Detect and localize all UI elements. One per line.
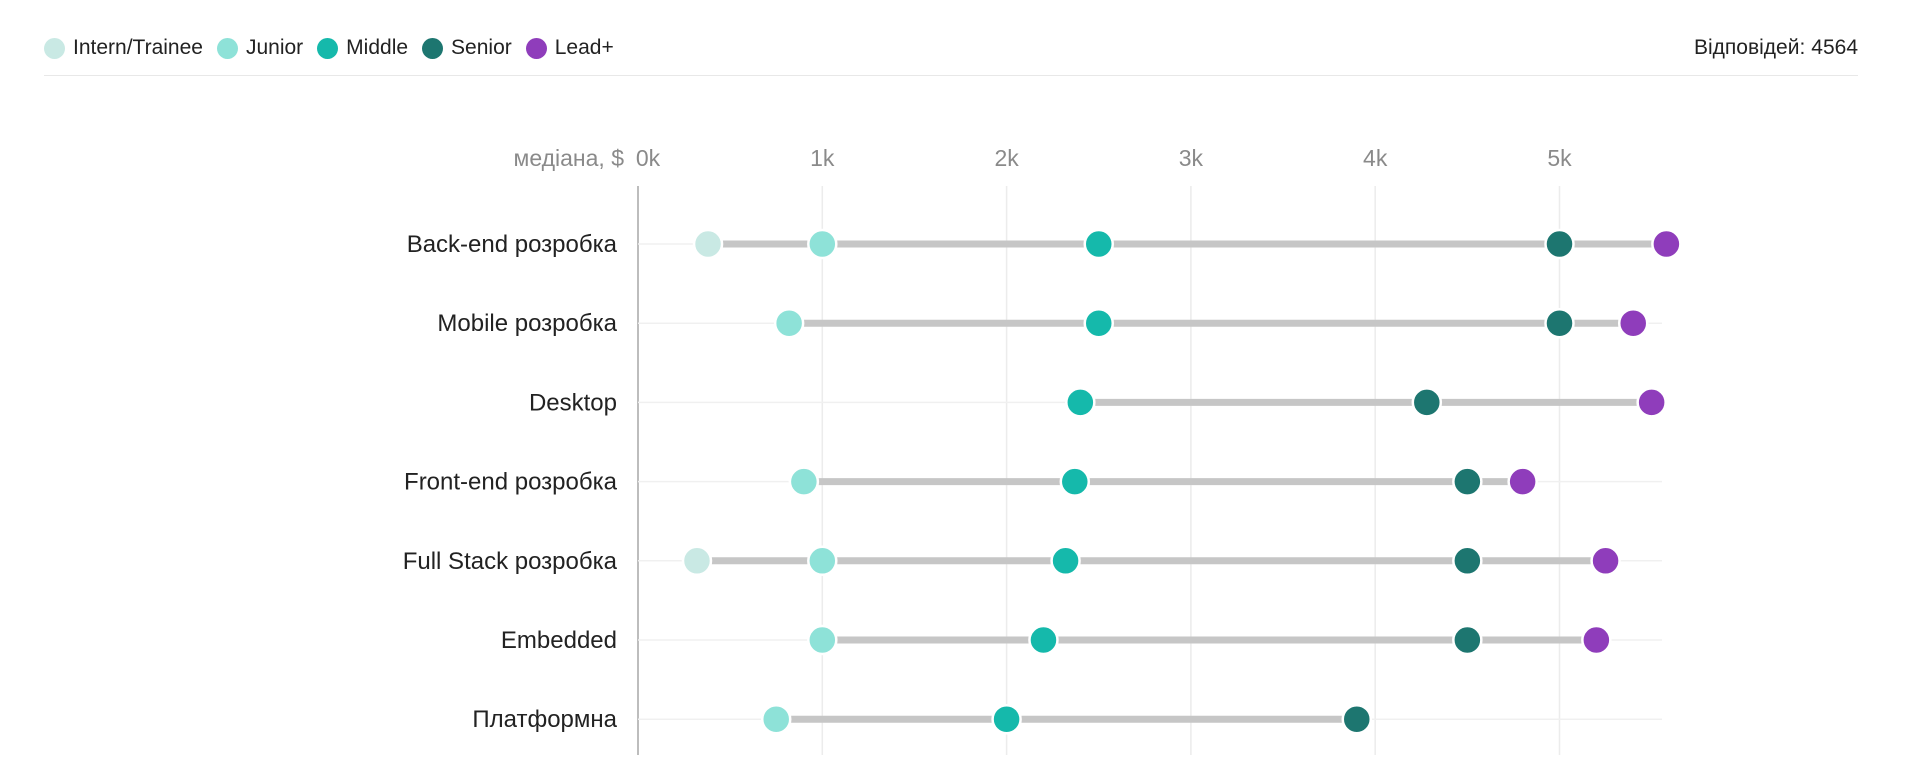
legend-dot-senior — [422, 37, 444, 59]
grid-layer — [637, 186, 1561, 755]
data-point-senior[interactable] — [1452, 545, 1483, 577]
responses-value: 4564 — [1811, 36, 1858, 59]
x-tick-label: 4k — [1363, 145, 1388, 171]
chart-row: Embedded — [501, 624, 1662, 656]
row-layer: Back-end розробка Mobile розробка Desktop F… — [403, 228, 1682, 735]
axis-layer: 0k 1k 2k 3k 4k 5k медіана, $ — [514, 145, 1573, 171]
legend-label-lead: Lead+ — [554, 36, 614, 59]
legend-label-middle: Middle — [346, 36, 409, 59]
legend-dot-middle — [317, 37, 339, 59]
x-tick-label: 2k — [994, 145, 1019, 171]
legend-item-intern[interactable]: Intern/Trainee — [44, 36, 203, 60]
responses-label: Відповідей: — [1693, 36, 1806, 59]
data-point-lead+[interactable] — [1636, 387, 1667, 418]
data-point-lead+[interactable] — [1581, 624, 1612, 656]
data-point-lead+[interactable] — [1590, 545, 1621, 577]
data-point-senior[interactable] — [1544, 228, 1575, 260]
data-point-junior[interactable] — [807, 228, 838, 260]
category-label: Front-end розробка — [404, 469, 618, 496]
data-point-middle[interactable] — [1083, 307, 1114, 339]
data-point-lead+[interactable] — [1651, 228, 1682, 260]
data-point-lead+[interactable] — [1617, 307, 1649, 339]
x-axis-title: медіана, $ — [514, 145, 625, 171]
legend-label-senior: Senior — [451, 36, 512, 59]
x-tick-label: 1k — [810, 145, 835, 171]
data-point-senior[interactable] — [1341, 703, 1373, 735]
data-point-senior[interactable] — [1544, 307, 1575, 339]
data-point-middle[interactable] — [1050, 545, 1081, 577]
data-point-middle[interactable] — [991, 703, 1022, 735]
data-point-junior[interactable] — [773, 307, 805, 339]
legend-item-junior[interactable]: Junior — [216, 36, 304, 60]
chart-row: Mobile розробка — [437, 307, 1662, 339]
data-point-intern-trainee[interactable] — [681, 545, 713, 577]
data-point-lead+[interactable] — [1507, 466, 1538, 497]
chart-row: Full Stack розробка — [403, 545, 1662, 577]
data-point-senior[interactable] — [1411, 387, 1443, 418]
x-tick-label: 0k — [636, 145, 661, 171]
data-point-middle[interactable] — [1028, 624, 1059, 656]
legend-dot-junior — [216, 37, 238, 59]
chart-row: Back-end розробка — [407, 228, 1682, 260]
chart-row: Front-end розробка — [404, 466, 1662, 497]
chart-row: Платформна — [472, 703, 1662, 735]
category-label: Embedded — [501, 627, 617, 654]
x-tick-label: 3k — [1179, 145, 1204, 171]
data-point-junior[interactable] — [807, 624, 838, 656]
header-divider — [44, 75, 1858, 76]
data-point-middle[interactable] — [1065, 387, 1096, 418]
data-point-senior[interactable] — [1452, 624, 1483, 656]
x-tick-label: 5k — [1547, 145, 1572, 171]
data-point-junior[interactable] — [807, 545, 838, 577]
category-label: Desktop — [529, 389, 617, 416]
chart-row: Desktop — [529, 387, 1667, 418]
data-point-senior[interactable] — [1452, 466, 1483, 497]
legend-item-middle[interactable]: Middle — [317, 36, 408, 60]
legend-item-lead[interactable]: Lead+ — [525, 36, 614, 60]
legend-item-senior[interactable]: Senior — [422, 36, 512, 60]
data-point-middle[interactable] — [1059, 466, 1091, 497]
category-label: Back-end розробка — [407, 231, 618, 258]
data-point-junior[interactable] — [788, 466, 820, 497]
legend-dot-lead — [525, 37, 547, 59]
legend: Intern/Trainee Junior Middle Senior Lead… — [44, 36, 614, 60]
legend-label-intern: Intern/Trainee — [73, 36, 203, 59]
data-point-junior[interactable] — [760, 703, 792, 735]
responses-count: Відповідей: 4564 — [1694, 36, 1858, 60]
data-point-intern-trainee[interactable] — [692, 228, 724, 260]
category-label: Mobile розробка — [437, 310, 617, 337]
legend-label-junior: Junior — [245, 36, 304, 59]
legend-dot-intern — [44, 37, 65, 59]
category-label: Платформна — [472, 706, 617, 733]
category-label: Full Stack розробка — [403, 548, 618, 575]
data-point-middle[interactable] — [1083, 228, 1114, 260]
